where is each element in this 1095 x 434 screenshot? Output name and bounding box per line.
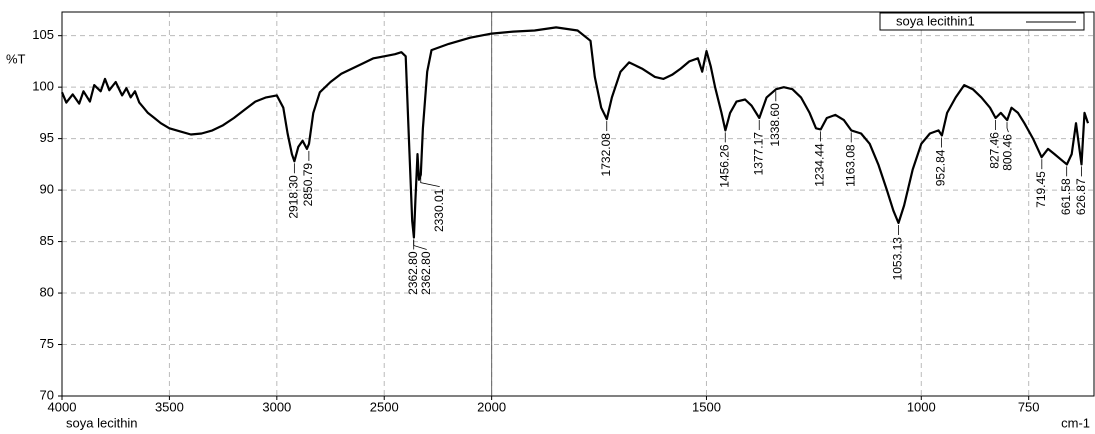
annotation-label: 2362.80 [419, 251, 433, 295]
annotation-label: 2918.30 [287, 175, 301, 219]
y-tick-label: 75 [40, 336, 54, 351]
legend-box [879, 12, 1085, 31]
x-tick-label: 2000 [477, 399, 506, 414]
y-tick-label: 100 [32, 79, 54, 94]
x-tick-label: 1000 [907, 399, 936, 414]
annotation-label: 1456.26 [717, 144, 731, 188]
annotation-label: 827.46 [988, 132, 1002, 169]
x-tick-label: 3000 [262, 399, 291, 414]
x-tick-label: 3500 [155, 399, 184, 414]
annotation-label: 626.87 [1074, 178, 1088, 215]
legend-label: soya lecithin1 [896, 13, 975, 28]
annotation-label: 2850.79 [301, 163, 315, 207]
y-tick-label: 80 [40, 284, 54, 299]
annotation-label: 661.58 [1059, 178, 1073, 215]
y-tick-label: 90 [40, 182, 54, 197]
annotation-label: 952.84 [934, 149, 948, 186]
y-axis-label: %T [6, 51, 26, 66]
annotation-leader [420, 176, 440, 188]
annotation-label: 719.45 [1034, 171, 1048, 208]
annotation-label: 1732.08 [599, 133, 613, 177]
annotation-label: 2330.01 [432, 188, 446, 232]
plot-frame [61, 11, 1095, 397]
annotation-label: 1163.08 [843, 144, 857, 187]
spectrum-line [60, 26, 1090, 239]
annotation-label: 800.46 [1001, 134, 1015, 171]
y-tick-label: 85 [40, 233, 54, 248]
annotation-label: 1338.60 [768, 103, 782, 147]
y-tick-label: 70 [40, 387, 54, 402]
annotation-label: 1053.13 [891, 237, 905, 281]
annotation-label: 1234.44 [813, 143, 827, 187]
x-tick-label: 4000 [48, 399, 77, 414]
x-tick-label: 1500 [692, 399, 721, 414]
y-tick-label: 105 [32, 27, 54, 42]
annotation-leader [1006, 122, 1009, 133]
y-tick-label: 95 [40, 130, 54, 145]
annotation-label: 2362.80 [406, 251, 420, 295]
x-axis-label: cm-1 [1061, 415, 1090, 430]
annotation-leader [413, 239, 427, 250]
annotation-label: 1377.17 [751, 132, 765, 176]
sample-label: soya lecithin [66, 415, 138, 430]
x-tick-label: 750 [1018, 399, 1040, 414]
x-tick-label: 2500 [370, 399, 399, 414]
